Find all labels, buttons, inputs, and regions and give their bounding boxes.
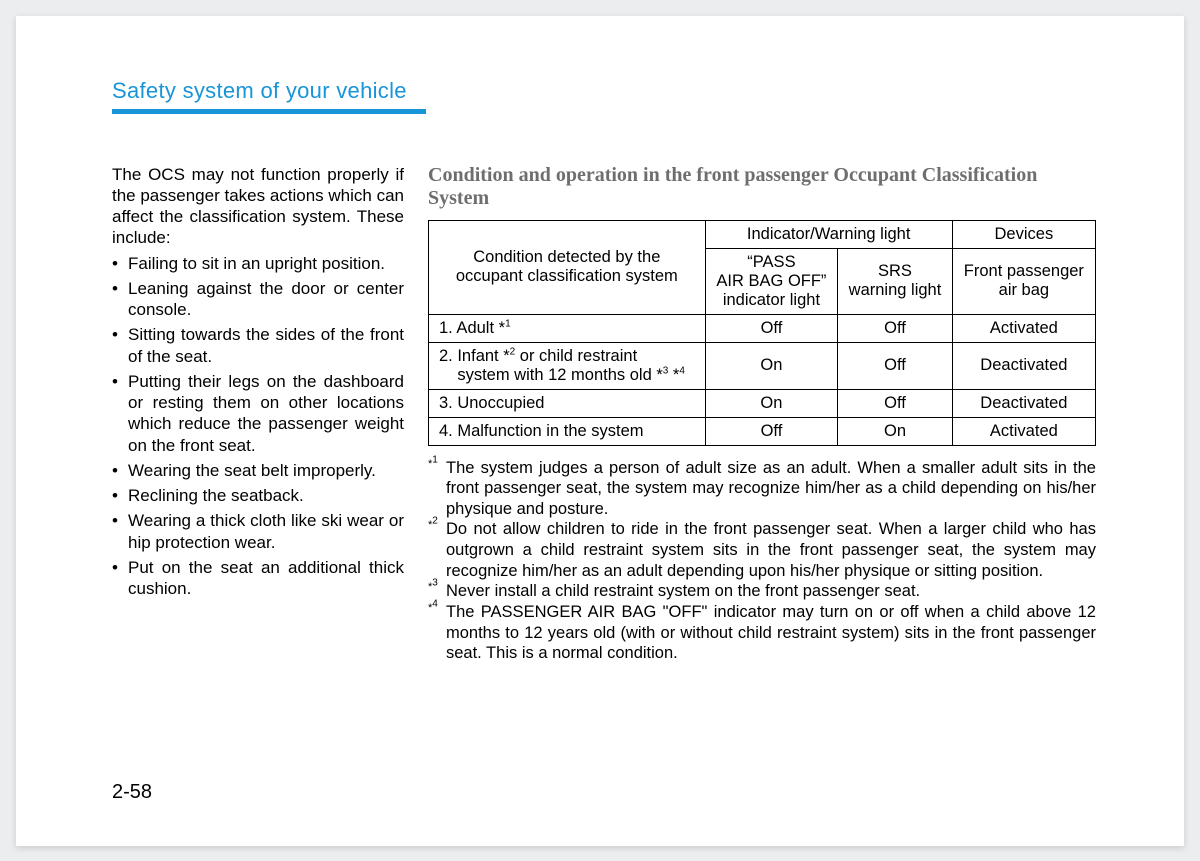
header-text: SRS <box>878 262 912 280</box>
table-row: 4. Malfunction in the system Off On Acti… <box>429 417 1096 445</box>
actions-bullet-list: Failing to sit in an upright position. L… <box>112 253 404 600</box>
page-number: 2-58 <box>112 781 152 804</box>
list-item: Put on the seat an additional thick cush… <box>112 557 404 600</box>
header-text: Front passenger <box>964 262 1084 280</box>
srs-cell: Off <box>838 342 952 389</box>
footnote: *2 Do not allow children to ride in the … <box>428 519 1096 581</box>
header-text: indicator light <box>723 291 820 309</box>
footnotes: *1 The system judges a person of adult s… <box>428 458 1096 664</box>
col-group-devices: Devices <box>952 220 1095 248</box>
condition-cell: 1. Adult *1 <box>429 314 706 342</box>
col-header-condition: Condition detected by the occupant class… <box>429 220 706 314</box>
col-group-indicator: Indicator/Warning light <box>705 220 952 248</box>
ocs-table: Condition detected by the occupant class… <box>428 220 1096 446</box>
left-column: The OCS may not function properly if the… <box>112 164 404 664</box>
srs-cell: Off <box>838 389 952 417</box>
footnote: *1 The system judges a person of adult s… <box>428 458 1096 520</box>
table-row: 1. Adult *1 Off Off Activated <box>429 314 1096 342</box>
footnote-marker: *2 <box>428 519 442 581</box>
header-text: “PASS <box>747 253 795 271</box>
pass-cell: On <box>705 389 838 417</box>
condition-cell: 2. Infant *2 or child restraint system w… <box>429 342 706 389</box>
device-cell: Deactivated <box>952 389 1095 417</box>
list-item: Failing to sit in an upright position. <box>112 253 404 274</box>
section-title-text: Safety system of your vehicle <box>112 78 407 103</box>
list-item: Wearing the seat belt improperly. <box>112 460 404 481</box>
right-column: Condition and operation in the front pas… <box>428 164 1096 664</box>
footnote: *3 Never install a child restraint syste… <box>428 581 1096 602</box>
pass-cell: Off <box>705 314 838 342</box>
device-cell: Activated <box>952 417 1095 445</box>
footnote-marker: *4 <box>428 602 442 664</box>
header-text: air bag <box>999 281 1049 299</box>
table-title: Condition and operation in the front pas… <box>428 164 1096 210</box>
pass-cell: Off <box>705 417 838 445</box>
header-text: occupant classification system <box>456 267 678 285</box>
footnote-text: The system judges a person of adult size… <box>446 458 1096 520</box>
footnote-text: Do not allow children to ride in the fro… <box>446 519 1096 581</box>
manual-page: Safety system of your vehicle The OCS ma… <box>16 16 1184 846</box>
list-item: Leaning against the door or center conso… <box>112 278 404 321</box>
footnote-text: The PASSENGER AIR BAG "OFF" indicator ma… <box>446 602 1096 664</box>
list-item: Reclining the seatback. <box>112 485 404 506</box>
col-sub-device: Front passenger air bag <box>952 248 1095 314</box>
header-text: warning light <box>849 281 942 299</box>
header-text: Condition detected by the <box>473 248 660 266</box>
pass-cell: On <box>705 342 838 389</box>
footnote-marker: *1 <box>428 458 442 520</box>
content-columns: The OCS may not function properly if the… <box>112 164 1096 664</box>
srs-cell: On <box>838 417 952 445</box>
condition-cell: 3. Unoccupied <box>429 389 706 417</box>
device-cell: Deactivated <box>952 342 1095 389</box>
col-sub-srs: SRS warning light <box>838 248 952 314</box>
intro-paragraph: The OCS may not function properly if the… <box>112 164 404 249</box>
table-row: 3. Unoccupied On Off Deactivated <box>429 389 1096 417</box>
srs-cell: Off <box>838 314 952 342</box>
list-item: Wearing a thick cloth like ski wear or h… <box>112 510 404 553</box>
section-header: Safety system of your vehicle <box>112 78 1096 112</box>
list-item: Sitting towards the sides of the front o… <box>112 324 404 367</box>
table-row: 2. Infant *2 or child restraint system w… <box>429 342 1096 389</box>
condition-cell: 4. Malfunction in the system <box>429 417 706 445</box>
list-item: Putting their legs on the dashboard or r… <box>112 371 404 456</box>
footnote: *4 The PASSENGER AIR BAG "OFF" indicator… <box>428 602 1096 664</box>
device-cell: Activated <box>952 314 1095 342</box>
header-text: AIR BAG OFF” <box>716 272 826 290</box>
footnote-text: Never install a child restraint system o… <box>446 581 1096 602</box>
col-sub-pass: “PASS AIR BAG OFF” indicator light <box>705 248 838 314</box>
table-row: Condition detected by the occupant class… <box>429 220 1096 248</box>
header-underline <box>112 109 426 114</box>
